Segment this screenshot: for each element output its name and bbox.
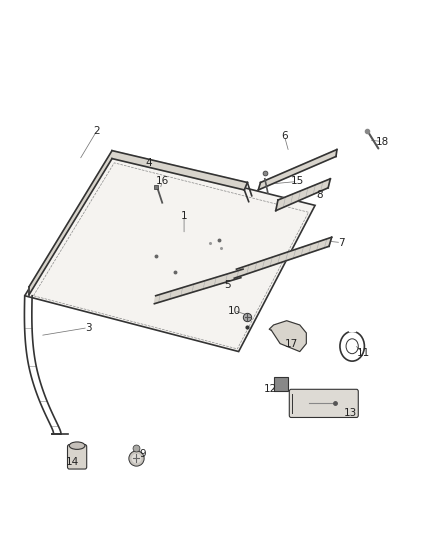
Polygon shape	[276, 179, 330, 211]
Text: 6: 6	[281, 131, 288, 141]
Text: 3: 3	[85, 322, 92, 333]
FancyBboxPatch shape	[289, 389, 358, 417]
Text: 2: 2	[93, 126, 100, 136]
Text: 13: 13	[343, 408, 357, 418]
Polygon shape	[269, 321, 306, 352]
Polygon shape	[234, 237, 332, 278]
Text: 18: 18	[376, 136, 389, 147]
Polygon shape	[25, 155, 315, 352]
Text: 5: 5	[224, 280, 231, 290]
Polygon shape	[29, 151, 112, 295]
Text: 8: 8	[316, 190, 323, 200]
Text: 16: 16	[155, 176, 169, 187]
Polygon shape	[154, 269, 243, 304]
Text: 14: 14	[66, 457, 79, 467]
Text: 10: 10	[228, 305, 241, 316]
Text: 17: 17	[284, 338, 298, 349]
Text: 9: 9	[139, 449, 146, 458]
Polygon shape	[112, 151, 247, 190]
Text: 4: 4	[146, 158, 152, 168]
Text: 15: 15	[291, 176, 304, 187]
Text: 11: 11	[357, 348, 370, 358]
Ellipse shape	[69, 442, 85, 449]
FancyBboxPatch shape	[274, 376, 288, 391]
Text: 12: 12	[264, 384, 277, 394]
Text: 1: 1	[181, 211, 187, 221]
Polygon shape	[258, 150, 337, 190]
FancyBboxPatch shape	[67, 445, 87, 469]
Text: 7: 7	[338, 238, 345, 247]
